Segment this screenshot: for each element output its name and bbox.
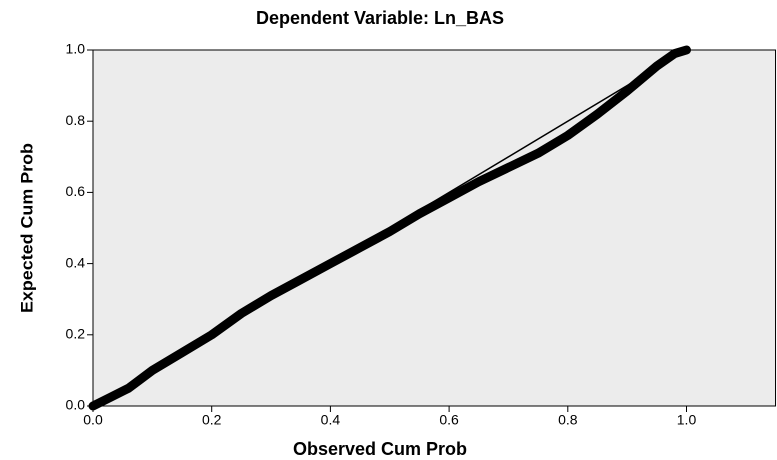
chart-title: Dependent Variable: Ln_BAS (256, 8, 504, 28)
x-tick-label: 0.6 (439, 412, 459, 428)
x-axis-label: Observed Cum Prob (293, 439, 467, 459)
x-tick-label: 0.4 (321, 412, 341, 428)
x-tick-label: 0.8 (558, 412, 578, 428)
y-tick-label: 0.2 (66, 326, 86, 342)
y-axis-label: Expected Cum Prob (17, 143, 36, 313)
x-tick-label: 0.0 (83, 412, 103, 428)
x-tick-label: 1.0 (677, 412, 697, 428)
y-tick-label: 0.4 (66, 254, 86, 270)
plot-area (92, 49, 777, 407)
x-tick-label: 0.2 (202, 412, 222, 428)
y-tick-label: 1.0 (66, 41, 86, 57)
y-tick-label: 0.0 (66, 397, 86, 413)
y-tick-label: 0.8 (66, 112, 86, 128)
data-points (88, 45, 691, 411)
y-tick-label: 0.6 (66, 183, 86, 199)
